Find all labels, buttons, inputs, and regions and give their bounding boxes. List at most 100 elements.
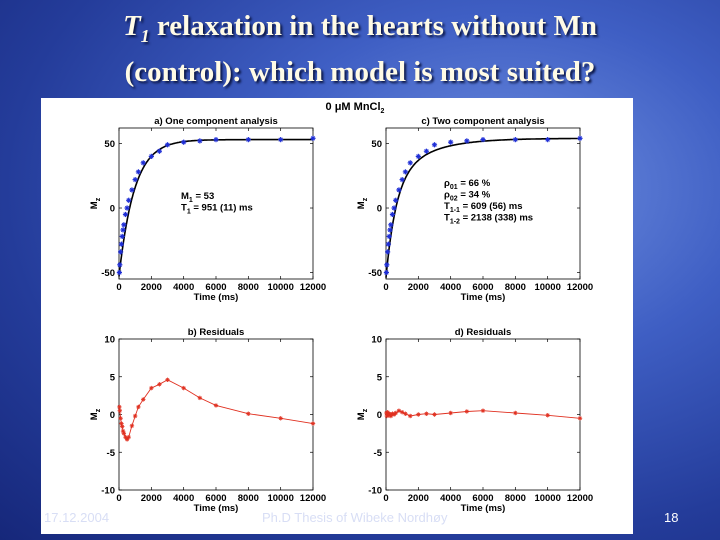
- plot-b-residual-point-20-d2: [246, 411, 251, 416]
- plot-a-data-point-18-d2: [197, 138, 203, 144]
- plot-c-data-point-11: [399, 177, 405, 183]
- plot-d-residual-point-12-d2: [403, 411, 408, 416]
- plot-a-data-point-14-d2: [149, 154, 154, 159]
- plot-c-data-point-1: [384, 262, 390, 268]
- plot-c-annotation-1-value: = 34 %: [458, 190, 491, 201]
- plot-d-residual-point-19-d2: [481, 408, 485, 413]
- plot-a-ylabel-sub: z: [95, 197, 102, 201]
- plot-c-annotation-3-sub: 1-2: [450, 219, 460, 226]
- plot-b-ylabel: Mz: [89, 408, 102, 420]
- plot-b-residual-point-17-d2: [181, 386, 186, 390]
- plot-a-data-point-13: [140, 160, 146, 166]
- plot-d-residual-point-10: [396, 408, 402, 413]
- plot-d-ytick-label-3: 5: [377, 372, 383, 383]
- plot-b-residual-point-15-d2: [157, 382, 162, 387]
- plot-d-xlabel: Time (ms): [461, 503, 506, 514]
- plot-c-data-point-19: [480, 137, 486, 143]
- plot-d-residual-point-6-d2: [389, 414, 393, 418]
- plot-c-data-point-14: [415, 153, 421, 159]
- plot-a-data-point-4-d2: [120, 234, 125, 239]
- plot-c-data-point-22: [577, 135, 583, 141]
- plot-b-frame: [118, 338, 314, 491]
- plot-a-data-point-7: [122, 211, 129, 218]
- plot-a-annotation-1: T1 = 951 (11) ms: [181, 203, 253, 216]
- plot-c-ytick-label-2: 50: [371, 139, 382, 150]
- plot-b-residual-point-11-d2: [133, 414, 137, 418]
- plot-a-data-point-1-d2: [117, 262, 122, 267]
- plot-d-residual-point-14-d2: [416, 412, 421, 417]
- plot-d-residual-point-21: [545, 413, 550, 418]
- plot-b-residual-point-20: [246, 411, 251, 416]
- plot-b-residual-point-11: [132, 413, 138, 419]
- plot-c-data-point-4-d2: [387, 234, 392, 239]
- plot-c-data-point-5: [387, 227, 393, 233]
- figure-super-title: 0 μM MnCl2: [326, 101, 385, 115]
- plot-d-residual-point-13-d2: [408, 414, 413, 418]
- plot-c-data-point-10-d2: [396, 187, 402, 193]
- plot-c-data-point-16-d2: [432, 142, 437, 147]
- plot-c-data-point-5-d2: [387, 227, 393, 233]
- plot-b-residual-point-0-d2: [117, 405, 122, 409]
- plot-c-data-point-19-d2: [480, 137, 486, 142]
- plot-c-annotation-2-value: = 609 (56) ms: [460, 201, 523, 212]
- plot-c-data-point-18-d2: [464, 138, 470, 144]
- plot-d-residual-point-9-d2: [393, 411, 398, 415]
- footer-date: 17.12.2004: [44, 510, 110, 525]
- plot-c-data-point-3: [385, 241, 392, 247]
- plot-c-ytick-label-1: 0: [377, 204, 382, 215]
- plot-b-xtick-label-2: 4000: [173, 493, 194, 504]
- plot-c-ylabel: Mz: [356, 197, 369, 209]
- title-t1-symbol: T: [122, 10, 141, 42]
- plot-c-data-point-16: [431, 142, 438, 148]
- plot-d-xtick-label-4: 8000: [505, 493, 526, 504]
- plot-c-annotation-3-main: T: [444, 213, 450, 224]
- plot-b-residual-point-13: [141, 397, 146, 402]
- plot-c-data-point-9: [393, 197, 399, 203]
- plot-a-annotation-1-main: T: [181, 203, 187, 214]
- plot-b-xtick-label-5: 10000: [267, 493, 293, 504]
- plot-b-residual-point-7-d2: [123, 435, 128, 439]
- plot-c-data-point-20: [512, 137, 518, 143]
- plot-c-data-point-12-d2: [403, 169, 408, 175]
- plot-c-data-point-21: [545, 137, 551, 143]
- plot-d-residual-point-18-d2: [465, 409, 469, 414]
- plot-a-data-point-5: [120, 227, 126, 233]
- plot-d-ytick-label-0: -10: [368, 486, 382, 497]
- plot-b-xtick-label-0: 0: [116, 493, 121, 504]
- plot-a-data-point-4: [119, 233, 125, 240]
- plot-b-xtick-label-3: 6000: [205, 493, 226, 504]
- plot-a-data-point-7-d2: [123, 212, 128, 217]
- plot-a-data-point-17-d2: [181, 140, 186, 145]
- plot-d-residual-point-15: [424, 411, 429, 416]
- plot-c-ylabel-sub: z: [362, 197, 369, 201]
- plot-d-ytick-label-2: 0: [377, 410, 382, 421]
- plot-a-data-point-14: [148, 153, 154, 159]
- plot-a-annotation-1-sub: 1: [187, 209, 191, 216]
- plot-d-residual-point-21-d2: [545, 413, 550, 418]
- plot-d-residual-point-20-d2: [513, 411, 518, 415]
- plot-b-residual-point-3: [119, 421, 124, 426]
- plot-a-data-point-15: [156, 148, 163, 154]
- plot-c-annotation-0: ρ01 = 66 %: [444, 178, 491, 191]
- plot-a-ylabel: Mz: [89, 197, 102, 209]
- plot-d-residual-point-16: [432, 412, 437, 417]
- plot-c-data-point-10: [396, 187, 402, 193]
- plot-d-xtick-label-2: 4000: [440, 493, 461, 504]
- plot-b-residual-point-2: [118, 416, 123, 421]
- plot-c-data-point-17-d2: [448, 140, 453, 145]
- plot-d-title: d) Residuals: [455, 327, 512, 338]
- plot-a-data-point-2-d2: [118, 249, 123, 255]
- plot-c-annotation-2-sub: 1-1: [450, 207, 460, 214]
- plot-a-annotation-0: M1 = 53: [181, 191, 214, 204]
- plot-a-annotation-1-value: = 951 (11) ms: [191, 203, 253, 214]
- plot-a-data-point-3: [118, 241, 125, 247]
- plot-c-data-point-11-d2: [399, 177, 405, 182]
- plot-a-xtick-label-5: 10000: [267, 282, 293, 293]
- plot-b-residual-point-6-d2: [122, 431, 126, 436]
- plot-c-data-point-1-d2: [384, 262, 389, 267]
- plot-a-data-point-21-d2: [278, 137, 283, 142]
- plot-a-data-point-3-d2: [119, 241, 124, 247]
- plot-a-data-point-19: [213, 137, 219, 143]
- plot-c-data-point-17: [448, 139, 454, 145]
